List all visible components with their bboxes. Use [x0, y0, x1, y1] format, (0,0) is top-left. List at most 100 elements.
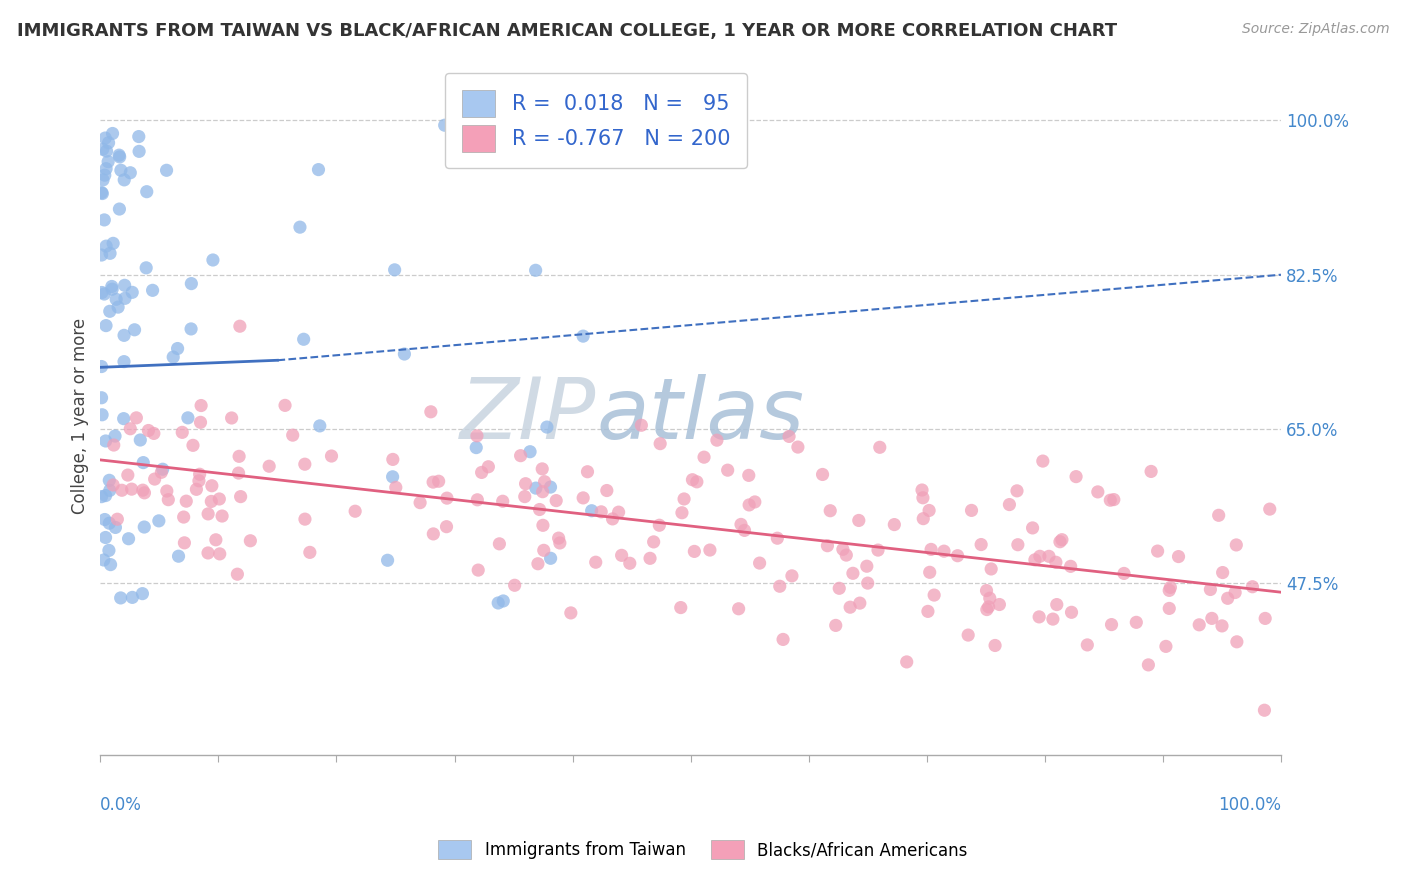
- Point: [135, 260, 157, 275]
- Point: [533, 475, 555, 489]
- Point: [513, 490, 536, 504]
- Point: [1112, 566, 1135, 581]
- Point: [226, 567, 249, 582]
- Point: [97, 136, 120, 150]
- Point: [103, 438, 125, 452]
- Point: [294, 512, 316, 526]
- Point: [108, 202, 131, 216]
- Point: [101, 478, 124, 492]
- Point: [308, 418, 330, 433]
- Point: [828, 582, 851, 596]
- Point: [100, 558, 122, 572]
- Point: [142, 426, 165, 441]
- Text: IMMIGRANTS FROM TAIWAN VS BLACK/AFRICAN AMERICAN COLLEGE, 1 YEAR OR MORE CORRELA: IMMIGRANTS FROM TAIWAN VS BLACK/AFRICAN …: [17, 22, 1116, 40]
- Point: [292, 332, 315, 346]
- Point: [155, 163, 177, 178]
- Point: [669, 600, 692, 615]
- Point: [671, 506, 693, 520]
- Point: [101, 127, 124, 141]
- Point: [1024, 553, 1046, 567]
- Point: [134, 520, 156, 534]
- Point: [699, 543, 721, 558]
- Point: [108, 148, 131, 162]
- Point: [138, 424, 160, 438]
- Point: [1007, 538, 1029, 552]
- Legend: R =  0.018   N =   95, R = -0.767   N = 200: R = 0.018 N = 95, R = -0.767 N = 200: [446, 73, 747, 169]
- Point: [818, 504, 841, 518]
- Point: [1101, 617, 1123, 632]
- Point: [91, 142, 114, 156]
- Point: [730, 517, 752, 532]
- Point: [91, 408, 114, 422]
- Point: [94, 489, 117, 503]
- Point: [465, 429, 488, 443]
- Point: [108, 150, 131, 164]
- Point: [229, 490, 252, 504]
- Point: [433, 118, 456, 132]
- Point: [135, 185, 157, 199]
- Point: [769, 579, 792, 593]
- Point: [98, 473, 121, 487]
- Point: [201, 252, 224, 267]
- Point: [585, 555, 607, 569]
- Point: [630, 418, 652, 433]
- Point: [394, 347, 416, 361]
- Point: [188, 467, 211, 482]
- Point: [1241, 580, 1264, 594]
- Point: [918, 566, 941, 580]
- Point: [912, 511, 935, 525]
- Point: [932, 544, 955, 558]
- Point: [112, 328, 135, 343]
- Point: [186, 483, 208, 497]
- Point: [1045, 555, 1067, 569]
- Point: [548, 536, 571, 550]
- Point: [90, 186, 112, 200]
- Point: [117, 532, 139, 546]
- Text: 0.0%: 0.0%: [100, 796, 142, 814]
- Point: [90, 248, 112, 262]
- Point: [883, 517, 905, 532]
- Point: [1137, 657, 1160, 672]
- Point: [121, 482, 143, 496]
- Point: [922, 588, 945, 602]
- Point: [112, 173, 135, 187]
- Point: [94, 531, 117, 545]
- Point: [98, 483, 121, 498]
- Point: [174, 494, 197, 508]
- Point: [187, 474, 209, 488]
- Point: [114, 291, 136, 305]
- Point: [780, 569, 803, 583]
- Point: [591, 505, 613, 519]
- Point: [815, 539, 838, 553]
- Point: [610, 549, 633, 563]
- Point: [101, 282, 124, 296]
- Point: [128, 145, 150, 159]
- Point: [984, 639, 1007, 653]
- Point: [152, 462, 174, 476]
- Point: [162, 350, 184, 364]
- Point: [856, 559, 879, 574]
- Point: [229, 319, 252, 334]
- Point: [536, 420, 558, 434]
- Point: [1028, 610, 1050, 624]
- Point: [970, 537, 993, 551]
- Point: [980, 562, 1002, 576]
- Point: [650, 436, 672, 450]
- Point: [172, 425, 194, 440]
- Point: [150, 465, 173, 479]
- Point: [848, 513, 870, 527]
- Point: [94, 131, 117, 145]
- Point: [811, 467, 834, 482]
- Point: [294, 457, 316, 471]
- Point: [436, 519, 458, 533]
- Point: [998, 498, 1021, 512]
- Point: [778, 429, 800, 443]
- Point: [190, 399, 212, 413]
- Point: [1223, 585, 1246, 599]
- Point: [1021, 521, 1043, 535]
- Point: [619, 556, 641, 570]
- Point: [1076, 638, 1098, 652]
- Point: [486, 596, 509, 610]
- Y-axis label: College, 1 year or more: College, 1 year or more: [72, 318, 89, 514]
- Point: [492, 594, 515, 608]
